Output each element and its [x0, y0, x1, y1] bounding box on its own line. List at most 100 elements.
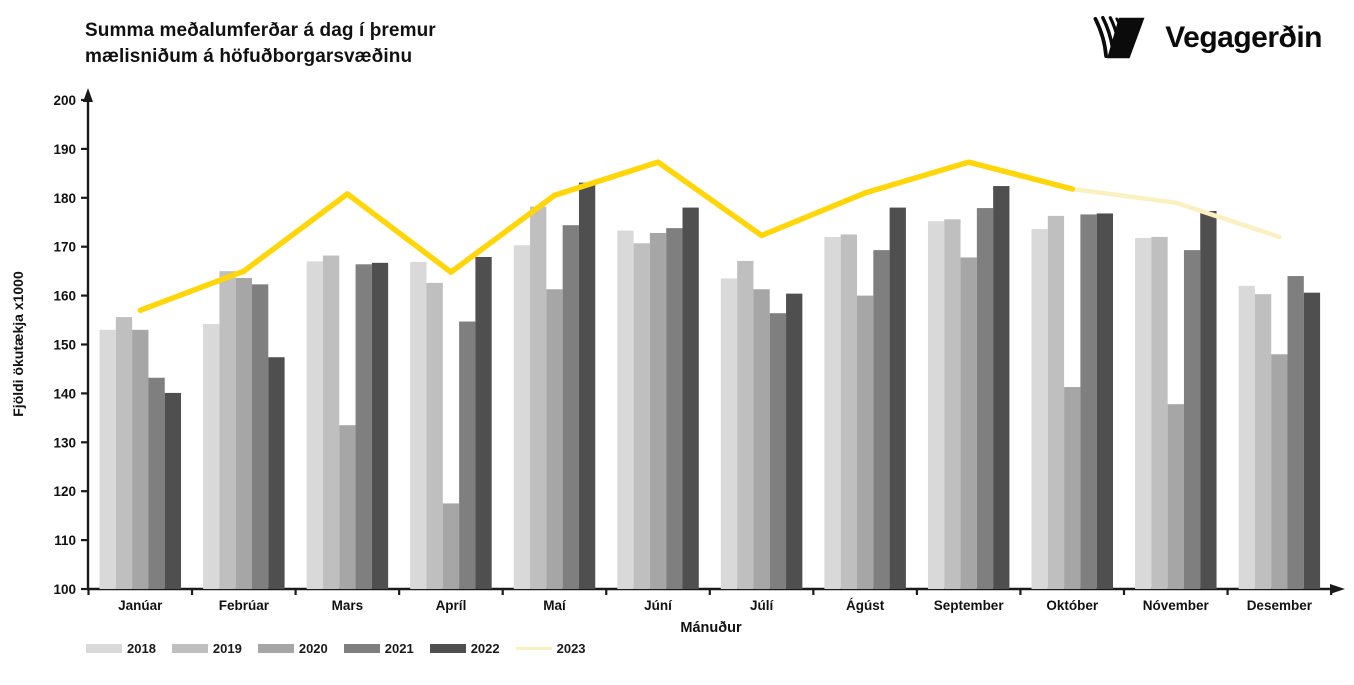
y-tick-label: 180 — [53, 191, 76, 206]
x-tick-label: Október — [1046, 598, 1099, 613]
x-tick-label: Maí — [543, 598, 567, 613]
vegagerdin-logo-text: Vegagerðin — [1165, 21, 1322, 54]
bar-2018-Apríl — [410, 261, 427, 589]
bar-2020-Febrúar — [235, 277, 252, 589]
bar-2019-Ágúst — [840, 234, 857, 589]
bar-2018-Febrúar — [203, 323, 220, 589]
x-tick-label: Mars — [332, 598, 364, 613]
bar-2020-Ágúst — [857, 295, 874, 589]
legend-swatch-2022 — [429, 643, 466, 653]
y-tick-label: 140 — [53, 386, 76, 401]
bar-2022-Febrúar — [268, 357, 285, 589]
x-axis-label: Mánuður — [680, 620, 742, 636]
bar-2021-Ágúst — [873, 250, 890, 590]
bar-2022-Október — [1096, 213, 1113, 589]
x-tick-label: Janúar — [118, 598, 163, 613]
bar-2020-Janúar — [132, 329, 149, 589]
line-2023 — [137, 159, 1075, 314]
bar-2019-Apríl — [426, 282, 443, 589]
legend-item-2020: 2020 — [257, 641, 328, 656]
line-2023-forecast — [1070, 186, 1282, 240]
x-tick-label: Júní — [644, 598, 673, 613]
bar-2021-September — [976, 208, 994, 589]
y-tick-label: 100 — [53, 582, 76, 597]
bar-2022-Janúar — [164, 392, 182, 589]
bar-2018-Júní — [617, 230, 634, 590]
legend-label-2022: 2022 — [470, 640, 500, 656]
bar-2020-Apríl — [442, 503, 460, 589]
bar-2021-Júní — [666, 228, 683, 590]
bar-2019-Desember — [1254, 294, 1272, 589]
legend-swatch-2019 — [171, 643, 208, 653]
y-axis-arrow — [83, 88, 93, 102]
page-title-line1: Summa meðalumferðar á dag í þremur — [85, 20, 436, 41]
bar-2020-Mars — [339, 425, 356, 589]
bar-2019-Maí — [530, 206, 547, 590]
legend-swatch-2021 — [343, 643, 380, 653]
y-tick-label: 160 — [53, 289, 76, 304]
bar-2022-Ágúst — [889, 207, 906, 589]
bar-2018-Mars — [306, 261, 323, 589]
legend-item-2021: 2021 — [343, 640, 414, 656]
bar-2019-Febrúar — [219, 271, 236, 589]
page-title: Summa meðalumferðar á dag í þremur mælis… — [85, 18, 436, 69]
bar-2018-Október — [1031, 229, 1048, 589]
bar-2022-Apríl — [475, 256, 492, 589]
legend: 2018 2019 2020 2021 2022 2023 — [86, 640, 602, 656]
bar-2019-Júlí — [737, 260, 754, 589]
bar-2020-Október — [1064, 387, 1081, 589]
bar-2021-Október — [1080, 214, 1097, 589]
bar-2021-Desember — [1287, 276, 1304, 589]
bar-2018-Janúar — [99, 329, 116, 589]
legend-swatch-2023 — [515, 646, 552, 650]
bar-2018-September — [927, 221, 945, 589]
bar-2020-Desember — [1271, 354, 1288, 589]
vegagerdin-logo-icon — [1093, 16, 1145, 59]
legend-item-2023: 2023 — [515, 640, 586, 656]
bar-2020-Maí — [546, 289, 563, 589]
bar-2019-September — [944, 219, 961, 590]
bar-2019-Mars — [322, 255, 340, 589]
bar-2018-Júlí — [720, 278, 738, 589]
bar-2022-Desember — [1303, 292, 1321, 589]
bar-2020-September — [960, 257, 977, 589]
bar-2021-Júlí — [769, 313, 787, 589]
bar-2021-Febrúar — [252, 284, 269, 589]
x-axis-arrow — [1330, 584, 1345, 594]
bar-2019-Janúar — [115, 317, 133, 589]
bar-2019-Október — [1047, 215, 1065, 589]
x-tick-label: Nóvember — [1143, 598, 1210, 613]
x-tick-label: Febrúar — [219, 598, 270, 613]
page-title-line2: mælisniðum á höfuðborgarsvæðinu — [85, 45, 413, 67]
legend-label-2019: 2019 — [212, 640, 242, 656]
bar-2020-Júní — [649, 233, 667, 589]
vegagerdin-logo: Vegagerðin — [1089, 12, 1322, 64]
y-tick-label: 190 — [53, 142, 76, 157]
bar-2022-September — [993, 186, 1010, 589]
bar-2019-Nóvember — [1151, 236, 1168, 590]
x-tick-label: Júlí — [750, 598, 775, 613]
y-tick-label: 150 — [53, 338, 76, 353]
bar-2021-Apríl — [459, 321, 476, 589]
legend-item-2018: 2018 — [86, 641, 156, 656]
legend-item-2019: 2019 — [171, 640, 242, 656]
bar-2021-Janúar — [148, 377, 165, 589]
y-tick-label: 170 — [53, 240, 76, 255]
bar-2022-Nóvember — [1200, 211, 1217, 590]
bar-2018-Nóvember — [1135, 237, 1152, 589]
legend-swatch-2018 — [86, 643, 122, 653]
bar-2020-Nóvember — [1167, 404, 1184, 589]
legend-item-2022: 2022 — [429, 640, 500, 656]
bar-2022-Mars — [371, 262, 389, 589]
legend-label-2021: 2021 — [384, 640, 414, 656]
y-tick-label: 120 — [53, 484, 76, 499]
x-tick-label: Desember — [1247, 598, 1313, 613]
bar-2022-Maí — [578, 182, 596, 590]
y-tick-label: 200 — [53, 93, 76, 108]
y-tick-label: 130 — [53, 435, 76, 450]
bar-2019-Júní — [633, 243, 650, 590]
bar-2021-Mars — [355, 264, 372, 589]
legend-label-2023: 2023 — [556, 640, 586, 656]
